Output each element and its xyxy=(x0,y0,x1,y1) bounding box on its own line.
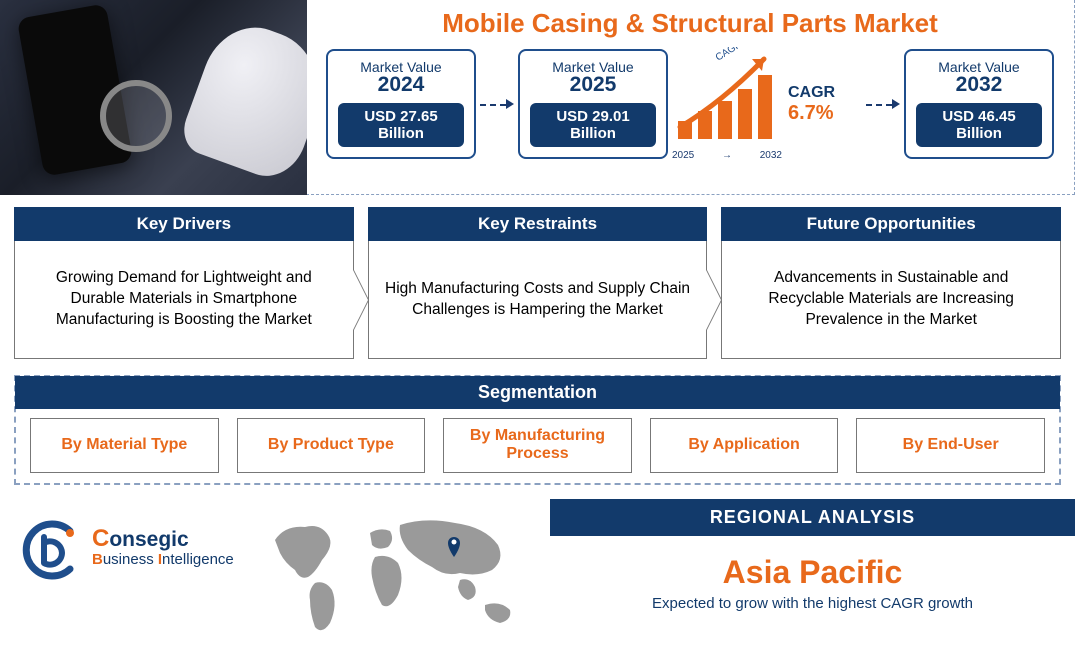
value-year: 2032 xyxy=(912,73,1046,97)
regional-header: REGIONAL ANALYSIS xyxy=(550,499,1075,536)
segmentation-items: By Material Type By Product Type By Manufa… xyxy=(16,408,1059,473)
hero-image xyxy=(0,0,307,195)
world-map xyxy=(260,499,540,664)
market-value-box-2032: Market Value 2032 USD 46.45 Billion xyxy=(904,49,1054,160)
market-value-box-2025: Market Value 2025 USD 29.01 Billion xyxy=(518,49,668,160)
consegic-logo-icon xyxy=(20,519,82,581)
factor-drivers: Key Drivers Growing Demand for Lightweig… xyxy=(14,207,354,363)
segmentation-header: Segmentation xyxy=(15,376,1060,409)
cagr-value: 6.7% xyxy=(788,102,835,125)
segmentation-item: By Manufacturing Process xyxy=(443,418,632,473)
cagr-to-year: 2032 xyxy=(760,150,782,161)
value-year: 2025 xyxy=(526,73,660,97)
market-value-row: Market Value 2024 USD 27.65 Billion Mark… xyxy=(326,47,1054,161)
world-map-icon xyxy=(260,505,530,655)
cagr-from-year: 2025 xyxy=(672,150,694,161)
connector-arrow-icon xyxy=(480,103,514,105)
factors-row: Key Drivers Growing Demand for Lightweig… xyxy=(0,195,1075,363)
regional-analysis: REGIONAL ANALYSIS Asia Pacific Expected … xyxy=(540,499,1075,664)
segmentation-item: By End-User xyxy=(856,418,1045,473)
segmentation-item: By Application xyxy=(650,418,839,473)
segmentation-item: By Material Type xyxy=(30,418,219,473)
value-amount: USD 46.45 Billion xyxy=(916,103,1042,148)
connector-arrow-icon xyxy=(866,103,900,105)
cagr-year-axis: 2025 → 2032 xyxy=(672,150,782,161)
brand-tagline: Business Intelligence xyxy=(92,551,234,568)
value-year: 2024 xyxy=(334,73,468,97)
region-subtitle: Expected to grow with the highest CAGR g… xyxy=(550,595,1075,612)
factor-opportunities: Future Opportunities Advancements in Sus… xyxy=(721,207,1061,363)
cagr-label: CAGR xyxy=(788,84,835,102)
page-title: Mobile Casing & Structural Parts Market xyxy=(326,8,1054,39)
segmentation-section: Segmentation By Material Type By Product … xyxy=(14,375,1061,485)
brand-logo: Consegic Business Intelligence xyxy=(0,499,260,664)
value-amount: USD 27.65 Billion xyxy=(338,103,464,148)
brand-name: Consegic xyxy=(92,525,234,553)
factor-header: Key Drivers xyxy=(14,207,354,241)
factor-body: Advancements in Sustainable and Recyclab… xyxy=(721,241,1061,359)
market-value-box-2024: Market Value 2024 USD 27.65 Billion xyxy=(326,49,476,160)
top-row: Mobile Casing & Structural Parts Market … xyxy=(0,0,1075,195)
segmentation-item: By Product Type xyxy=(237,418,426,473)
title-area: Mobile Casing & Structural Parts Market … xyxy=(306,0,1075,195)
factor-body: Growing Demand for Lightweight and Durab… xyxy=(14,241,354,359)
factor-header: Key Restraints xyxy=(368,207,708,241)
brand-text: Consegic Business Intelligence xyxy=(92,519,234,568)
region-name: Asia Pacific xyxy=(550,554,1075,591)
value-amount: USD 29.01 Billion xyxy=(530,103,656,148)
svg-text:CAGR: CAGR xyxy=(714,47,744,64)
cagr-block: CAGR 2025 → 2032 CAGR 6.7% xyxy=(672,47,862,161)
cagr-chart-icon: CAGR xyxy=(672,47,782,147)
factor-header: Future Opportunities xyxy=(721,207,1061,241)
bottom-row: Consegic Business Intelligence xyxy=(0,499,1075,664)
factor-body: High Manufacturing Costs and Supply Chai… xyxy=(368,241,708,359)
factor-restraints: Key Restraints High Manufacturing Costs … xyxy=(368,207,708,363)
